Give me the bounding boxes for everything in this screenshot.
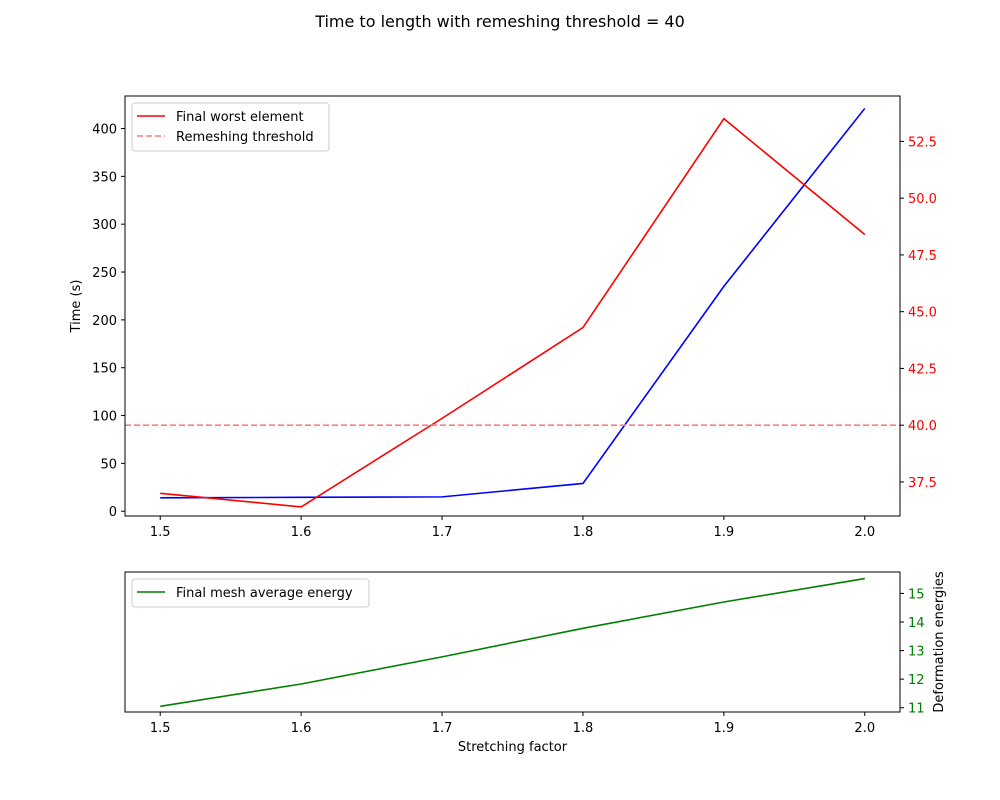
y-tick-label: 250 bbox=[92, 266, 117, 281]
x-tick-label: 1.8 bbox=[573, 525, 594, 540]
bottom-panel: 1.5 1.6 1.7 1.8 1.9 2.0 11 12 13 14 15 Deformation … bbox=[124, 571, 947, 755]
y2-tick-label: 12 bbox=[908, 673, 925, 688]
y2-tick-label: 40.0 bbox=[908, 419, 937, 434]
y-tick-label: 200 bbox=[92, 314, 117, 329]
x-tick-label: 1.6 bbox=[291, 721, 312, 736]
y-axis-label: Time (s) bbox=[69, 280, 84, 334]
legend-box bbox=[131, 578, 370, 608]
series-group bbox=[125, 107, 900, 508]
series-line-1 bbox=[160, 117, 866, 508]
legend-label: Final worst element bbox=[176, 110, 304, 125]
y-tick-label: 350 bbox=[92, 170, 117, 185]
series-group bbox=[160, 577, 865, 708]
y-tick-label: 0 bbox=[109, 505, 117, 520]
y-tick-label: 300 bbox=[92, 218, 117, 233]
plot-frame bbox=[124, 571, 901, 713]
y-tick-label: 50 bbox=[100, 457, 117, 472]
y2-tick-label: 45.0 bbox=[908, 306, 937, 321]
x-tick-label: 1.9 bbox=[714, 525, 735, 540]
y2-tick-label: 37.5 bbox=[908, 476, 937, 491]
y-tick-label: 400 bbox=[92, 123, 117, 138]
y2-tick-label: 14 bbox=[908, 616, 925, 631]
y2-tick-label: 42.5 bbox=[908, 362, 937, 377]
y2-tick-label: 47.5 bbox=[908, 249, 937, 264]
y2-tick-label: 13 bbox=[908, 645, 925, 660]
series-line-0 bbox=[160, 577, 865, 708]
y-tick-label: 100 bbox=[92, 410, 117, 425]
x-tick-label: 1.5 bbox=[150, 721, 171, 736]
x-tick-label: 1.8 bbox=[573, 721, 594, 736]
legend-label: Remeshing threshold bbox=[176, 130, 314, 145]
x-tick-label: 1.7 bbox=[432, 721, 453, 736]
y2-tick-label: 50.0 bbox=[908, 192, 937, 207]
x-tick-label: 2.0 bbox=[854, 721, 875, 736]
y2-axis-label: Deformation energies bbox=[932, 571, 947, 713]
y2-tick-label: 15 bbox=[908, 587, 925, 602]
series-line-0 bbox=[160, 107, 866, 499]
x-axis-label: Stretching factor bbox=[458, 740, 568, 755]
x-tick-label: 1.9 bbox=[714, 721, 735, 736]
x-tick-label: 2.0 bbox=[854, 525, 875, 540]
legend-box bbox=[131, 102, 330, 152]
x-tick-label: 1.6 bbox=[291, 525, 312, 540]
y-tick-label: 150 bbox=[92, 362, 117, 377]
y2-tick-label: 11 bbox=[908, 702, 925, 717]
x-tick-label: 1.5 bbox=[150, 525, 171, 540]
top-panel: 1.5 1.6 1.7 1.8 1.9 2.0 0 50 100 150 200 250 300 350 4… bbox=[69, 95, 937, 540]
plot-frame bbox=[124, 95, 901, 517]
legend-label: Final mesh average energy bbox=[176, 586, 353, 601]
x-tick-label: 1.7 bbox=[432, 525, 453, 540]
y2-tick-label: 52.5 bbox=[908, 135, 937, 150]
chart-title: Time to length with remeshing threshold … bbox=[314, 12, 685, 31]
